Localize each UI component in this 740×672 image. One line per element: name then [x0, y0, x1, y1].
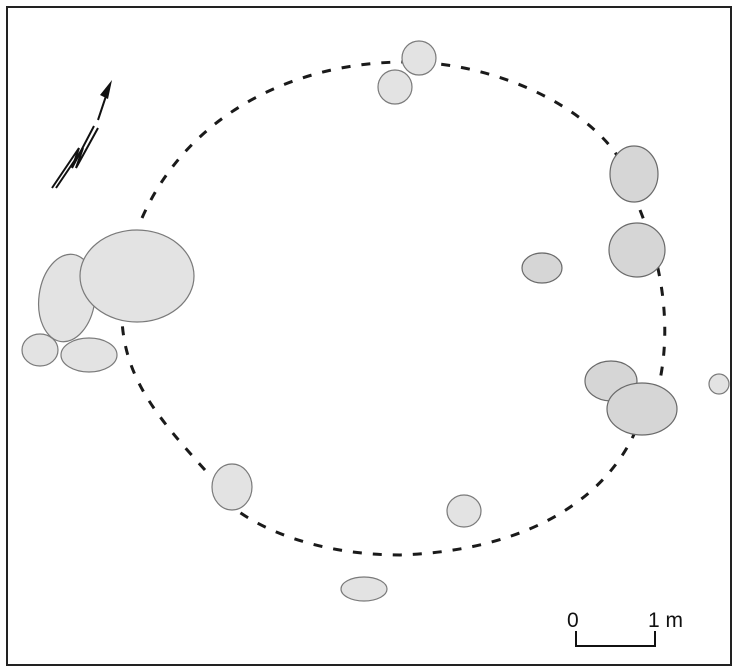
stone — [606, 382, 678, 436]
scale-start-label: 0 — [567, 609, 579, 632]
stone — [608, 222, 666, 278]
map-frame — [6, 6, 732, 666]
stone — [401, 40, 437, 76]
stone — [60, 337, 118, 373]
stone — [708, 373, 730, 395]
stone — [521, 252, 563, 284]
stone — [377, 69, 413, 105]
stone — [609, 145, 659, 203]
stone — [446, 494, 482, 528]
scale-bar-line — [575, 631, 656, 647]
stone-circle-outline — [120, 60, 667, 557]
stone — [211, 463, 253, 511]
stone — [79, 229, 195, 323]
scale-bar: 0 1 m — [567, 609, 683, 647]
stone — [340, 576, 388, 602]
stone — [21, 333, 59, 367]
scale-end-label: 1 m — [648, 609, 683, 632]
north-arrow-icon — [51, 80, 112, 189]
stones — [21, 40, 730, 602]
